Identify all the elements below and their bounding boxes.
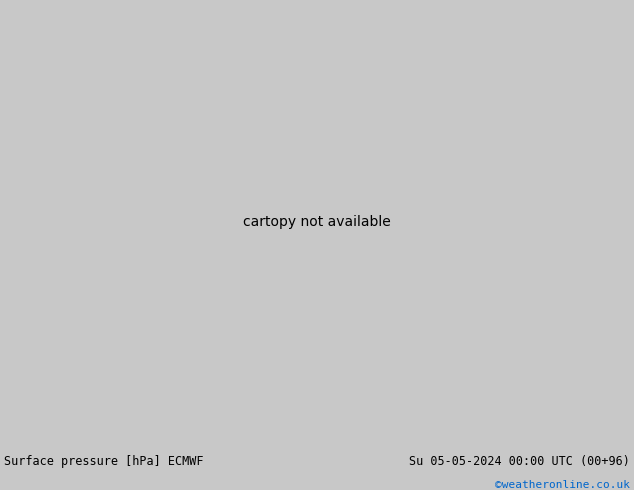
Text: Surface pressure [hPa] ECMWF: Surface pressure [hPa] ECMWF [4, 455, 204, 467]
Text: Su 05-05-2024 00:00 UTC (00+96): Su 05-05-2024 00:00 UTC (00+96) [409, 455, 630, 467]
Text: cartopy not available: cartopy not available [243, 215, 391, 229]
Text: ©weatheronline.co.uk: ©weatheronline.co.uk [495, 480, 630, 490]
